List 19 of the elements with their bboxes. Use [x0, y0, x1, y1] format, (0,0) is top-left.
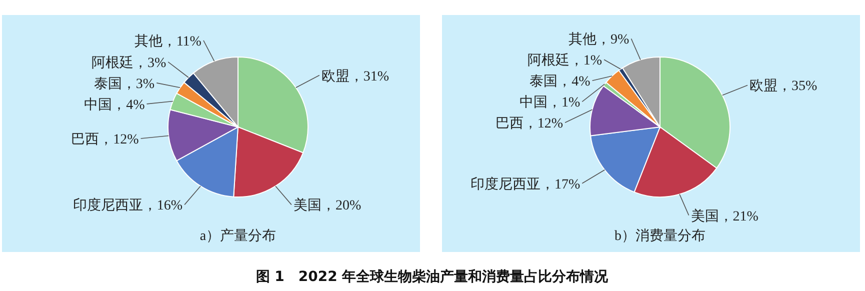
slice-label: 泰国，3%	[94, 76, 155, 92]
slice-label: 其他，9%	[568, 32, 630, 48]
slice-label: 巴西，12%	[71, 132, 140, 148]
slice-label: 中国，4%	[84, 96, 146, 113]
slice-label: 其他，11%	[134, 33, 202, 50]
text: a）产量分布	[200, 228, 276, 244]
slice-label: 中国，1%	[519, 94, 580, 111]
slice-label: 印度尼西亚，17%	[470, 176, 580, 192]
slice-label: 美国，20%	[293, 198, 362, 214]
slice-label: 欧盟，35%	[750, 78, 818, 94]
slice-label: 美国，21%	[690, 208, 759, 224]
slice-label: 印度尼西亚，16%	[72, 198, 183, 214]
caption: 图 1 2022 年全球生物柴油产量和消费量占比分布情况	[256, 268, 610, 285]
slice-label: 欧盟，31%	[321, 68, 390, 84]
slice-label: 阿根廷，3%	[91, 54, 166, 71]
text: b）消费量分布	[614, 228, 706, 244]
slice-label: 阿根廷，1%	[527, 52, 602, 69]
slice-label: 泰国，4%	[530, 74, 591, 90]
slice-label: 巴西，12%	[495, 116, 564, 132]
